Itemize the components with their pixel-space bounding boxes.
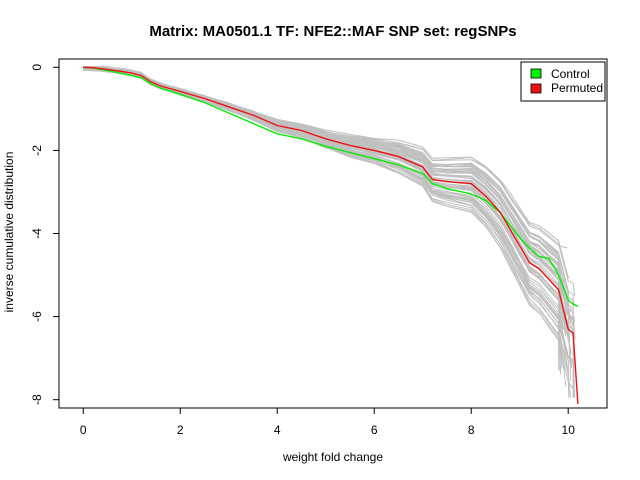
y-tick-label: -2 [30, 145, 44, 156]
series-line-control [83, 66, 579, 307]
x-tick-label: 4 [274, 423, 281, 437]
permutation-line [83, 67, 570, 342]
permutation-line [83, 66, 570, 279]
x-tick-label: 10 [562, 423, 576, 437]
y-tick-label: -4 [30, 228, 44, 239]
permutation-line [83, 66, 576, 307]
x-tick-label: 8 [468, 423, 475, 437]
y-tick-label: 0 [30, 64, 44, 71]
permutation-line [83, 66, 560, 319]
permutation-line [83, 65, 576, 323]
legend-swatch-control [530, 68, 542, 79]
legend: Control Permuted [520, 61, 606, 102]
permutation-line [83, 68, 567, 387]
legend-label-control: Control [551, 67, 590, 81]
y-axis-label: inverse cumulative distribution [2, 152, 16, 313]
x-axis-label: weight fold change [282, 450, 383, 464]
permutation-line [83, 66, 570, 342]
legend-box [520, 61, 606, 102]
legend-label-permuted: Permuted [551, 81, 603, 95]
x-tick-label: 0 [80, 423, 87, 437]
y-tick-label: -6 [30, 311, 44, 322]
permutation-lines [83, 65, 576, 398]
series-lines [83, 66, 579, 404]
plot-frame [58, 58, 608, 409]
legend-swatch-permuted [530, 83, 542, 94]
x-tick-label: 6 [371, 423, 378, 437]
permutation-line [83, 66, 574, 353]
axes: 0 2 4 6 8 10 0 -2 -4 -6 -8 [30, 64, 575, 437]
permutation-line [83, 66, 574, 321]
series-line-permuted [83, 66, 579, 404]
x-tick-label: 2 [177, 423, 184, 437]
chart-title: Matrix: MA0501.1 TF: NFE2::MAF SNP set: … [149, 23, 516, 40]
permutation-line [83, 66, 564, 269]
y-tick-label: -8 [30, 394, 44, 405]
